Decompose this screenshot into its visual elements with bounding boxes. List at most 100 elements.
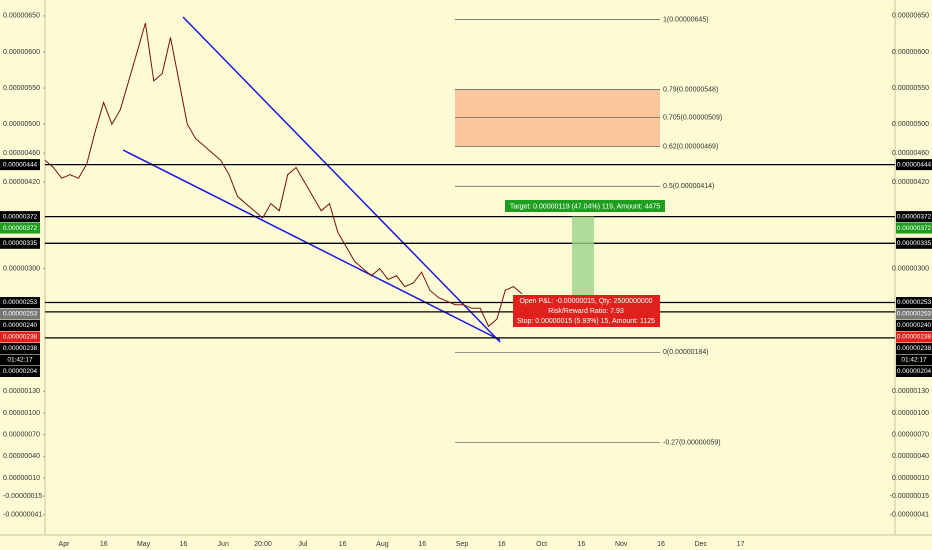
- date-label: 16: [180, 541, 188, 548]
- left-tick-label: 0.00000130: [3, 388, 40, 395]
- price-badge: [896, 297, 932, 309]
- price-badge: [896, 354, 932, 366]
- left-tick-label: 0.00000550: [3, 85, 40, 92]
- price-badge-label: 01:42:17: [7, 357, 33, 364]
- price-badge-label: 0.00000204: [897, 368, 932, 375]
- fib-zone: [455, 89, 660, 147]
- left-tick-label: -0.00000041: [3, 512, 42, 519]
- left-tick-label: 0.00000010: [3, 475, 40, 482]
- target-label: Target: 0.00000119 (47.04%) 119, Amount:…: [510, 203, 660, 210]
- date-label: Dec: [695, 541, 708, 548]
- right-tick-label: 0.00000420: [892, 179, 929, 186]
- price-badge-label: 0.00000253: [897, 311, 932, 318]
- info-line: Risk/Reward Ratio: 7.93: [548, 308, 624, 315]
- left-tick-label: 0.00000650: [3, 13, 40, 20]
- info-box: [513, 295, 660, 327]
- left-tick-label: 0.00000460: [3, 150, 40, 157]
- date-label: 16: [498, 541, 506, 548]
- price-badge: [0, 297, 40, 309]
- left-tick-label: 0.00000300: [3, 265, 40, 272]
- date-label: 16: [657, 541, 665, 548]
- right-tick-label: 0.00000600: [892, 49, 929, 56]
- price-badge-label: 0.00000335: [3, 240, 38, 247]
- date-label: Jul: [298, 541, 307, 548]
- price-badge: [896, 308, 932, 320]
- date-label: 16: [339, 541, 347, 548]
- date-label: 16: [100, 541, 108, 548]
- price-badge: [896, 222, 932, 234]
- price-badge-label: 0.00000372: [3, 213, 38, 220]
- left-tick-label: 0.00000420: [3, 179, 40, 186]
- date-label: May: [137, 541, 151, 548]
- price-badge: [0, 308, 40, 320]
- price-badge-label: 0.00000253: [3, 299, 38, 306]
- wedge-lower: [122, 149, 501, 341]
- right-tick-label: -0.00000015: [890, 493, 929, 500]
- fib-label: 0.79(0.00000548): [663, 86, 718, 93]
- wedge-upper: [182, 16, 501, 343]
- price-badge-label: 0.00000238: [3, 345, 38, 352]
- price-badge-label: 0.00000240: [3, 322, 38, 329]
- left-tick-label: 0.00000100: [3, 410, 40, 417]
- price-badge: [0, 159, 40, 171]
- right-tick-label: 0.00000010: [892, 475, 929, 482]
- fib-label: 0(0.00000184): [663, 349, 709, 356]
- price-badge: [896, 320, 932, 332]
- price-badge-label: 0.00000240: [897, 322, 932, 329]
- price-badge-label: 0.00000253: [897, 299, 932, 306]
- price-badge: [896, 211, 932, 223]
- left-tick-label: 0.00000600: [3, 49, 40, 56]
- left-tick-label: 0.00000500: [3, 121, 40, 128]
- price-badge-label: 0.00000253: [3, 311, 38, 318]
- price-badge-label: 0.00000204: [3, 368, 38, 375]
- price-badge: [0, 366, 40, 378]
- price-badge: [0, 222, 40, 234]
- right-tick-label: 0.00000550: [892, 85, 929, 92]
- right-tick-label: 0.00000460: [892, 150, 929, 157]
- price-badge: [0, 237, 40, 249]
- date-label: 17: [737, 541, 745, 548]
- price-badge: [0, 211, 40, 223]
- price-badge-label: 0.00000372: [897, 225, 932, 232]
- price-badge-label: 0.00000335: [897, 240, 932, 247]
- left-tick-label: 0.00000070: [3, 431, 40, 438]
- price-badge: [0, 331, 40, 343]
- price-badge-label: 0.00000372: [3, 225, 38, 232]
- price-badge-label: 0.00000238: [3, 334, 38, 341]
- target-label-box: [505, 200, 665, 212]
- price-badge-label: 0.00000238: [897, 334, 932, 341]
- date-label: Apr: [59, 541, 71, 548]
- left-tick-label: 0.00000040: [3, 453, 40, 460]
- right-tick-label: 0.00000070: [892, 431, 929, 438]
- right-tick-label: 0.00000650: [892, 13, 929, 20]
- right-tick-label: 0.00000040: [892, 453, 929, 460]
- date-label: Oct: [536, 541, 547, 548]
- price-badge: [896, 331, 932, 343]
- date-label: Sep: [456, 541, 469, 548]
- price-badge: [0, 320, 40, 332]
- fib-label: 0.705(0.00000509): [663, 115, 722, 122]
- date-label: Jun: [218, 541, 229, 548]
- date-label: 16: [578, 541, 586, 548]
- price-badge-label: 01:42:17: [901, 357, 927, 364]
- info-line: Stop: 0.00000015 (5.93%) 15, Amount: 112…: [517, 318, 655, 325]
- price-line: [44, 22, 523, 328]
- info-line: Open P&L: -0.00000015, Qty: 2500000000: [519, 298, 652, 305]
- price-badge-label: 0.00000238: [897, 345, 932, 352]
- right-tick-label: 0.00000100: [892, 410, 929, 417]
- right-tick-label: 0.00000130: [892, 388, 929, 395]
- fib-label: -0.27(0.00000059): [663, 439, 721, 446]
- price-badge: [896, 343, 932, 355]
- price-badge: [0, 343, 40, 355]
- fib-label: 0.62(0.00000469): [663, 143, 718, 150]
- price-badge: [896, 366, 932, 378]
- date-label: Aug: [376, 541, 389, 548]
- left-tick-label: -0.00000015: [3, 493, 42, 500]
- fib-label: 1(0.00000645): [663, 16, 709, 23]
- right-tick-label: 0.00000300: [892, 265, 929, 272]
- price-badge: [896, 237, 932, 249]
- date-label: 20:00: [254, 541, 272, 548]
